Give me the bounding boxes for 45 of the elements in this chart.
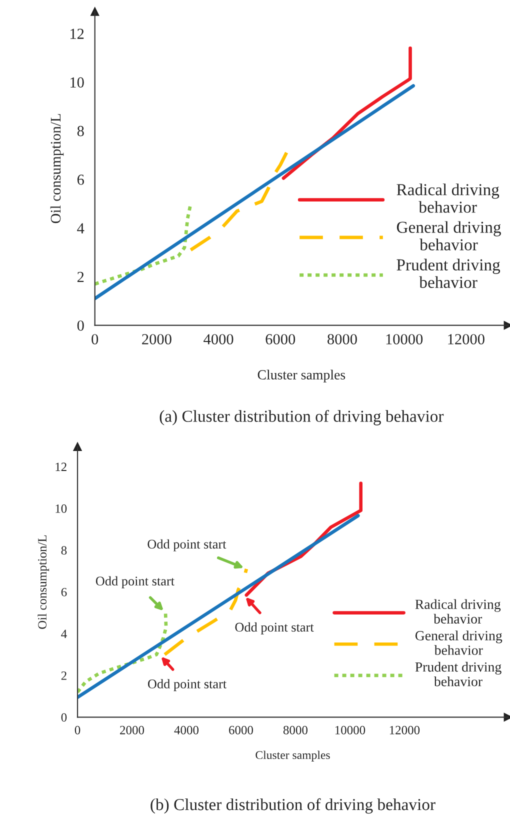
y-tick-label: 8 — [61, 546, 67, 555]
y-tick-label: 8 — [77, 126, 84, 136]
y-axis-title: Oil consumption/L — [50, 114, 64, 224]
annotation: Odd point start — [148, 679, 227, 692]
text: Radical driving behavior — [396, 184, 500, 213]
annotation: Odd point start — [148, 539, 226, 552]
x-tick-label: 6000 — [229, 726, 253, 734]
x-tick-label: 10000 — [386, 334, 423, 344]
y-tick-label: 12 — [56, 462, 66, 471]
x-tick-label: 4000 — [174, 726, 199, 734]
x-tick-label: 4000 — [204, 334, 234, 344]
annotation: Odd point start — [96, 576, 174, 588]
x-tick-label: 12000 — [448, 334, 484, 344]
text: (b) Cluster distribution of driving behavior — [150, 798, 436, 814]
x-tick-label: 10000 — [335, 726, 366, 734]
y-tick-label: 2 — [61, 671, 66, 680]
x-tick-label: 8000 — [328, 334, 357, 344]
x-tick-label: 0 — [92, 334, 98, 344]
y-tick-label: 10 — [56, 504, 67, 513]
text: Prudent driving behavior — [396, 258, 500, 288]
x-axis-title: Cluster samples — [256, 750, 330, 762]
text: (a) Cluster distribution of driving behavior — [160, 410, 444, 426]
y-tick-label: 4 — [77, 223, 84, 234]
line-series — [189, 151, 288, 252]
x-axis-title: Cluster samples — [258, 370, 346, 382]
y-tick-label: 0 — [61, 713, 67, 722]
y-tick-label: 12 — [70, 28, 84, 39]
x-tick-label: 2000 — [142, 334, 172, 344]
y-axis-title: Oil consumption/L — [38, 535, 50, 629]
y-tick-label: 6 — [61, 588, 67, 596]
legend-label: General driving behavior — [415, 630, 502, 655]
legend-label: Prudent driving behavior — [415, 662, 502, 686]
y-tick-label: 0 — [77, 320, 84, 331]
annotation: Odd point start — [235, 622, 314, 634]
x-tick-label: 6000 — [266, 334, 296, 344]
legend-label: Radical driving behavior — [415, 599, 501, 624]
x-tick-label: 8000 — [283, 726, 308, 734]
y-tick-label: 6 — [77, 174, 84, 185]
y-tick-label: 2 — [77, 272, 84, 282]
x-tick-label: 12000 — [390, 726, 420, 734]
x-tick-label: 2000 — [120, 726, 144, 734]
y-tick-label: 4 — [61, 630, 67, 638]
line-series — [78, 611, 168, 694]
y-tick-label: 10 — [70, 77, 84, 88]
text: General driving behavior — [396, 221, 501, 250]
